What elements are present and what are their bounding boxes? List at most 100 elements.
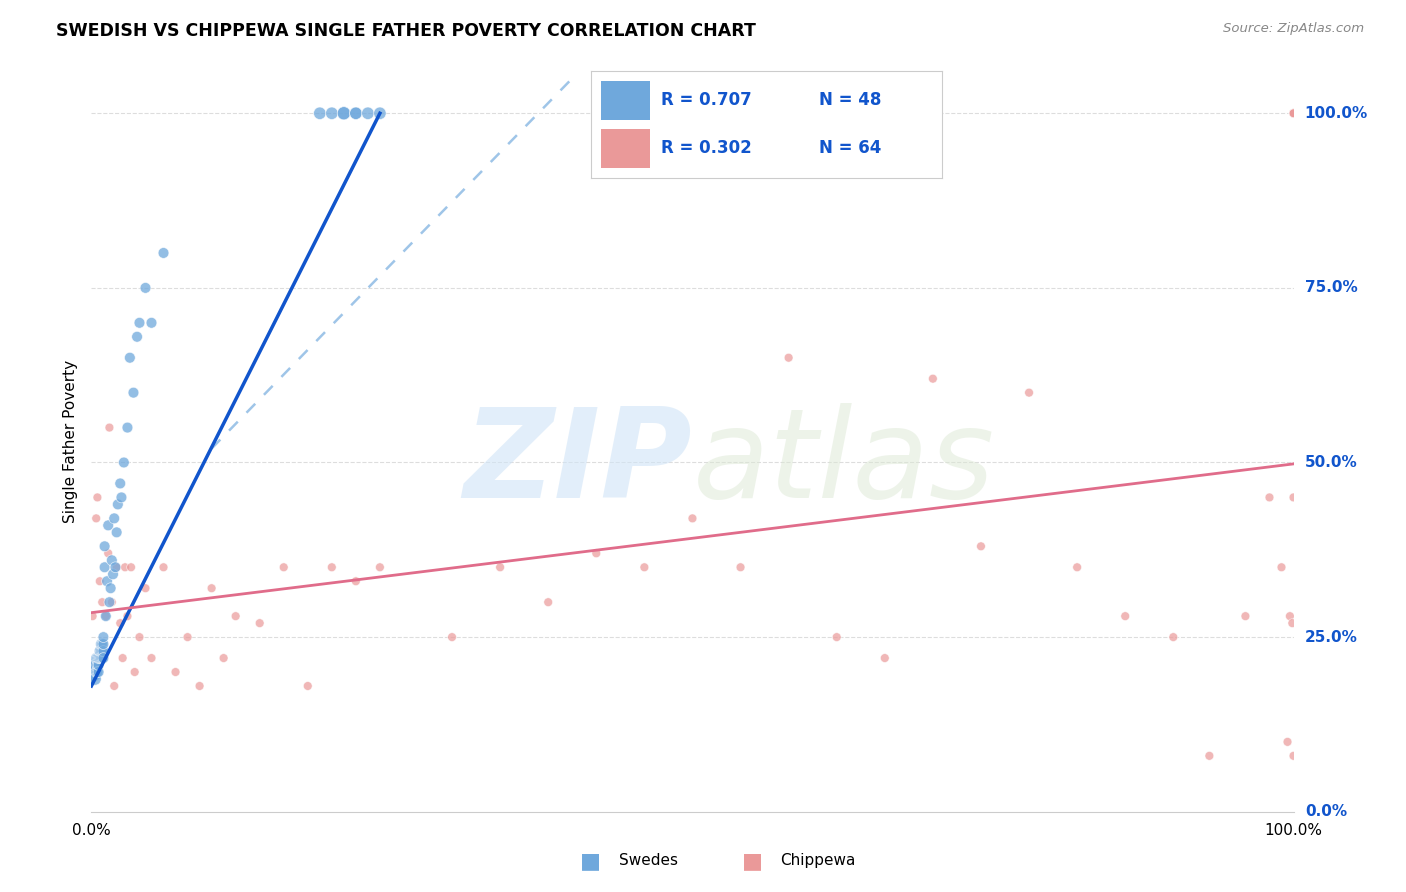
- Point: [93, 560, 115, 574]
- Point: [124, 665, 146, 679]
- Text: ■: ■: [581, 851, 600, 871]
- Point: [681, 511, 703, 525]
- Point: [120, 560, 142, 574]
- Point: [112, 455, 135, 469]
- Point: [87, 665, 110, 679]
- Text: ZIP: ZIP: [464, 403, 692, 524]
- Point: [321, 560, 343, 574]
- Point: [93, 651, 115, 665]
- Point: [1281, 616, 1303, 631]
- Point: [117, 420, 139, 434]
- Point: [1282, 106, 1305, 120]
- Point: [297, 679, 319, 693]
- Text: Chippewa: Chippewa: [780, 854, 856, 868]
- Point: [98, 595, 121, 609]
- Text: 0.0%: 0.0%: [1305, 805, 1347, 819]
- Point: [152, 560, 174, 574]
- Point: [84, 672, 107, 686]
- Point: [103, 511, 125, 525]
- Point: [107, 497, 129, 511]
- Text: 50.0%: 50.0%: [1305, 455, 1358, 470]
- Point: [368, 560, 391, 574]
- Point: [1282, 491, 1305, 505]
- Point: [440, 630, 463, 644]
- Point: [1282, 106, 1305, 120]
- Point: [1258, 491, 1281, 505]
- Point: [273, 560, 295, 574]
- Text: Source: ZipAtlas.com: Source: ZipAtlas.com: [1223, 22, 1364, 36]
- Text: R = 0.707: R = 0.707: [661, 91, 752, 109]
- Point: [86, 658, 108, 673]
- Point: [344, 106, 367, 120]
- Point: [321, 106, 343, 120]
- Text: N = 64: N = 64: [818, 139, 882, 157]
- Text: atlas: atlas: [692, 403, 994, 524]
- Text: SWEDISH VS CHIPPEWA SINGLE FATHER POVERTY CORRELATION CHART: SWEDISH VS CHIPPEWA SINGLE FATHER POVERT…: [56, 22, 756, 40]
- Point: [89, 574, 111, 589]
- Point: [585, 546, 607, 560]
- Point: [1277, 735, 1299, 749]
- Point: [368, 106, 391, 120]
- Point: [249, 616, 271, 631]
- Point: [91, 651, 114, 665]
- Point: [1198, 748, 1220, 763]
- Point: [87, 651, 110, 665]
- Bar: [602, 129, 650, 168]
- Y-axis label: Single Father Poverty: Single Father Poverty: [62, 360, 77, 523]
- Point: [152, 246, 174, 260]
- Text: 100.0%: 100.0%: [1305, 106, 1368, 120]
- Point: [110, 476, 132, 491]
- Point: [86, 665, 108, 679]
- Text: Swedes: Swedes: [619, 854, 678, 868]
- Point: [1282, 106, 1305, 120]
- Point: [1114, 609, 1136, 624]
- Text: R = 0.302: R = 0.302: [661, 139, 752, 157]
- Text: N = 48: N = 48: [818, 91, 882, 109]
- Text: ■: ■: [742, 851, 762, 871]
- Point: [117, 609, 139, 624]
- Point: [98, 420, 121, 434]
- Point: [104, 560, 127, 574]
- Text: 25.0%: 25.0%: [1305, 630, 1358, 645]
- Point: [87, 658, 110, 673]
- Point: [84, 511, 107, 525]
- Point: [141, 316, 163, 330]
- Point: [1234, 609, 1257, 624]
- Point: [118, 351, 141, 365]
- Point: [90, 644, 112, 658]
- Point: [101, 567, 124, 582]
- Point: [105, 560, 128, 574]
- Point: [101, 595, 124, 609]
- Point: [201, 581, 224, 595]
- Point: [91, 595, 114, 609]
- Point: [970, 539, 993, 553]
- Point: [778, 351, 800, 365]
- Point: [94, 609, 117, 624]
- Point: [103, 679, 125, 693]
- Point: [114, 560, 136, 574]
- Point: [90, 637, 112, 651]
- Point: [90, 651, 112, 665]
- Point: [188, 679, 211, 693]
- Point: [1018, 385, 1040, 400]
- Point: [1278, 609, 1301, 624]
- Point: [730, 560, 752, 574]
- Point: [165, 665, 187, 679]
- Point: [93, 630, 115, 644]
- Point: [633, 560, 655, 574]
- Point: [122, 385, 145, 400]
- Point: [212, 651, 235, 665]
- Point: [82, 609, 104, 624]
- Point: [344, 574, 367, 589]
- Point: [1161, 630, 1184, 644]
- Point: [922, 372, 945, 386]
- Point: [225, 609, 247, 624]
- Point: [128, 316, 150, 330]
- Point: [333, 106, 356, 120]
- Point: [84, 651, 107, 665]
- Point: [105, 525, 128, 540]
- Point: [1282, 106, 1305, 120]
- Point: [128, 630, 150, 644]
- Point: [97, 546, 120, 560]
- Point: [825, 630, 848, 644]
